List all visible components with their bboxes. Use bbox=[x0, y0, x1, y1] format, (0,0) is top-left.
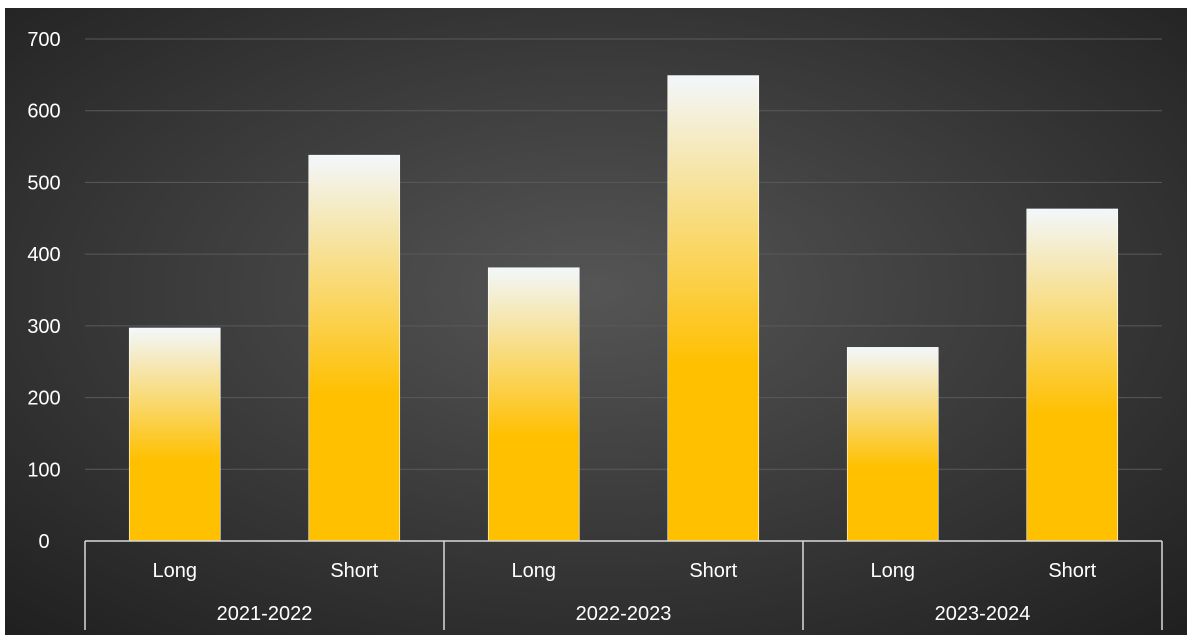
x-group-label: 2021-2022 bbox=[217, 603, 313, 625]
bar-2021-2022-short bbox=[308, 154, 401, 542]
x-category-label: Long bbox=[512, 560, 557, 582]
x-category-label: Long bbox=[871, 560, 916, 582]
y-tick-label: 0 bbox=[38, 531, 49, 553]
grid-lines bbox=[85, 38, 1162, 470]
x-category-label: Long bbox=[153, 560, 198, 582]
x-category-label: Short bbox=[1048, 560, 1096, 582]
bar-2022-2023-long bbox=[487, 267, 580, 542]
y-axis-ticks: 0 100 200 300 400 500 600 700 bbox=[27, 29, 60, 553]
y-tick-label: 500 bbox=[27, 172, 60, 194]
x-group-label: 2022-2023 bbox=[576, 603, 672, 625]
y-tick-label: 700 bbox=[27, 29, 60, 51]
y-tick-label: 200 bbox=[27, 388, 60, 410]
x-axis-labels: Long Short 2021-2022 Long Short 2022-2023 Long… bbox=[153, 560, 1097, 625]
x-axis bbox=[84, 540, 1163, 630]
x-category-label: Short bbox=[330, 560, 378, 582]
y-tick-label: 600 bbox=[27, 101, 60, 123]
y-tick-label: 400 bbox=[27, 244, 60, 266]
bar-2023-2024-short bbox=[1026, 208, 1119, 542]
x-group-label: 2023-2024 bbox=[935, 603, 1031, 625]
y-tick-label: 100 bbox=[27, 459, 60, 481]
bar-2021-2022-long bbox=[128, 327, 221, 542]
bar-2022-2023-short bbox=[667, 75, 760, 542]
x-category-label: Short bbox=[689, 560, 737, 582]
bar-2023-2024-long bbox=[846, 347, 939, 542]
y-tick-label: 300 bbox=[27, 316, 60, 338]
